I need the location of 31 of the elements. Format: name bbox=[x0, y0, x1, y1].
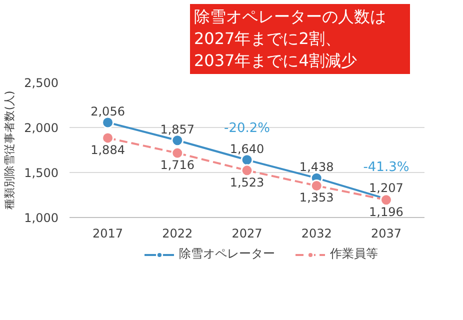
data-label: 1,523 bbox=[230, 175, 264, 190]
data-label: 1,884 bbox=[90, 142, 125, 157]
data-label: 1,438 bbox=[299, 160, 334, 174]
y-tick-label: 2,000 bbox=[24, 121, 59, 135]
point bbox=[240, 164, 254, 177]
data-label: 1,196 bbox=[369, 204, 404, 219]
annotation: -41.3% bbox=[363, 160, 410, 175]
x-tick-label: 2017 bbox=[92, 226, 124, 240]
text: 除雪オペレーターの人数は 2027年までに2割、 2037年までに4割減少 bbox=[194, 6, 386, 72]
y-tick-label: 1,000 bbox=[24, 211, 59, 225]
y-tick-label: 2,500 bbox=[24, 76, 59, 90]
legend-label: 除雪オペレーター bbox=[179, 246, 275, 262]
data-label: 1,716 bbox=[160, 158, 195, 172]
x-tick-label: 2032 bbox=[301, 226, 332, 240]
data-label: 1,857 bbox=[160, 122, 195, 136]
y-tick-label: 1,500 bbox=[24, 166, 59, 180]
legend-label: 作業員等 bbox=[330, 246, 378, 262]
x-tick-label: 2022 bbox=[162, 226, 193, 240]
point bbox=[171, 146, 184, 160]
annotation: -20.2% bbox=[224, 120, 270, 136]
data-label: 1,353 bbox=[299, 190, 334, 205]
point bbox=[171, 134, 184, 147]
x-tick-label: 2027 bbox=[232, 226, 262, 240]
y-axis-title: 種類別除雪従事者数(人) bbox=[3, 90, 16, 210]
point bbox=[310, 179, 323, 192]
data-label: 1,640 bbox=[230, 142, 264, 156]
x-tick-label: 2037 bbox=[370, 226, 402, 240]
point bbox=[102, 132, 114, 144]
data-label: 1,207 bbox=[369, 180, 404, 195]
data-label: 2,056 bbox=[90, 104, 125, 118]
point bbox=[102, 116, 114, 129]
